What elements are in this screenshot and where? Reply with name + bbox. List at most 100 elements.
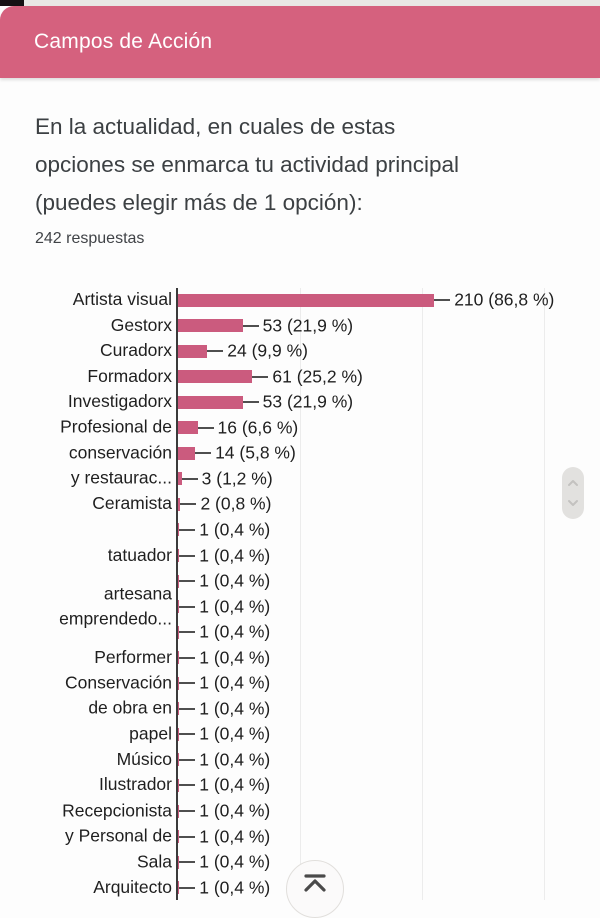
chart-value-label: 210 (86,8 %) [454, 289, 555, 310]
chart-leader-line [181, 477, 198, 480]
chart-row-label: Conservación de obra en papel [65, 672, 172, 744]
chart-bar[interactable] [178, 600, 180, 614]
chart-leader-line [434, 299, 451, 301]
question-text: En la actualidad, en cuales de estas opc… [35, 108, 575, 222]
bar-chart: Artista visual 210 (86,8 %) Gestorx 53 (21,… [0, 288, 600, 900]
scroll-to-top-icon [304, 874, 326, 892]
chart-bar[interactable] [178, 881, 180, 895]
chart-gridline [544, 288, 545, 900]
chart-row-label: Músico [116, 749, 172, 770]
chart-value-label: 24 (9,9 %) [227, 340, 308, 361]
chart-gridline [422, 288, 423, 900]
chart-leader-line [179, 707, 196, 710]
chart-row-label: Profesional de conservación y restaurac.… [60, 416, 172, 489]
chart-leader-line [179, 733, 196, 736]
section-header: Campos de Acción [0, 6, 600, 78]
chart-value-label: 1 (0,4 %) [199, 826, 271, 847]
chart-leader-line [179, 784, 196, 787]
chart-leader-line [179, 656, 196, 659]
chart-leader-line [195, 452, 212, 455]
chart-row-label: Artista visual [72, 289, 172, 310]
chart-value-label: 1 (0,4 %) [199, 672, 271, 693]
chart-leader-line [179, 528, 196, 531]
chart-axis [176, 288, 178, 900]
chart-bar[interactable] [178, 497, 181, 511]
chart-value-label: 1 (0,4 %) [199, 698, 271, 719]
chart-value-label: 2 (0,8 %) [200, 493, 272, 514]
chart-bar[interactable] [178, 702, 180, 716]
chart-row-label: Recepcionista y Personal de Sala [62, 800, 172, 872]
chart-bar[interactable] [178, 804, 180, 818]
chart-leader-line [242, 324, 259, 327]
chart-leader-line [179, 554, 196, 557]
chart-leader-line [207, 350, 224, 353]
chart-bar[interactable] [178, 421, 198, 435]
dark-corner-artifact [0, 0, 24, 6]
chart-bar[interactable] [178, 830, 180, 844]
chart-value-label: 1 (0,4 %) [199, 596, 271, 617]
chart-bar[interactable] [178, 319, 243, 333]
chart-bar[interactable] [178, 676, 180, 690]
chart-bar[interactable] [178, 395, 243, 409]
chart-leader-line [179, 886, 196, 889]
chart-leader-line [252, 375, 269, 378]
chevron-down-icon[interactable] [567, 499, 579, 507]
chart-row-label: Arquitecto [93, 876, 172, 897]
chart-bar[interactable] [178, 370, 253, 384]
chart-row-label: Performer [94, 646, 172, 667]
chart-leader-line [180, 503, 197, 506]
chart-value-label: 53 (21,9 %) [262, 391, 354, 412]
page-top-strip [0, 0, 600, 6]
chart-bar[interactable] [178, 523, 180, 537]
chart-leader-line [179, 580, 196, 583]
chart-value-label: 1 (0,4 %) [199, 621, 271, 642]
question-line: opciones se enmarca tu actividad princip… [35, 152, 459, 177]
chart-leader-line [179, 631, 196, 634]
section-title: Campos de Acción [34, 30, 213, 53]
chart-leader-line [179, 810, 196, 812]
chart-bar[interactable] [178, 344, 208, 358]
chart-row-label: Gestorx [110, 314, 172, 335]
chart-row-label: Ceramista [92, 493, 172, 514]
chart-bar[interactable] [178, 778, 180, 792]
chart-leader-line [242, 401, 259, 404]
chart-bar[interactable] [178, 472, 182, 486]
chart-bar[interactable] [178, 574, 180, 588]
chart-leader-line [179, 682, 196, 685]
chart-leader-line [179, 758, 196, 761]
chart-leader-line [179, 861, 196, 864]
chart-row-label: artesana emprendedo... [59, 583, 172, 629]
chart-value-label: 1 (0,4 %) [199, 545, 271, 565]
chart-bar[interactable] [178, 446, 196, 460]
question-line: En la actualidad, en cuales de estas [35, 114, 396, 139]
question-line: (puedes elegir más de 1 opción): [35, 190, 363, 215]
chart-leader-line [179, 605, 196, 608]
chart-value-label: 61 (25,2 %) [272, 366, 363, 387]
chart-value-label: 1 (0,4 %) [199, 800, 271, 821]
chart-value-label: 1 (0,4 %) [199, 877, 271, 898]
chart-value-label: 1 (0,4 %) [199, 723, 271, 744]
scroll-pill[interactable] [562, 467, 584, 519]
chart-bar[interactable] [178, 855, 180, 869]
chart-value-label: 1 (0,4 %) [199, 519, 271, 540]
chart-value-label: 1 (0,4 %) [199, 749, 271, 770]
scroll-to-top-button[interactable] [286, 860, 344, 918]
chart-bar[interactable] [178, 651, 180, 665]
chart-value-label: 3 (1,2 %) [201, 468, 273, 489]
chart-leader-line [179, 835, 196, 838]
chart-value-label: 1 (0,4 %) [199, 774, 271, 795]
chart-leader-line [197, 426, 214, 429]
chart-bar[interactable] [178, 625, 180, 639]
chart-value-label: 16 (6,6 %) [217, 417, 299, 438]
chart-bar[interactable] [178, 293, 435, 307]
responses-count: 242 respuestas [35, 230, 145, 247]
chart-row-label: Formadorx [87, 365, 172, 386]
chart-bar[interactable] [178, 753, 180, 767]
chevron-up-icon[interactable] [567, 479, 579, 487]
chart-bar[interactable] [178, 727, 180, 741]
chart-value-label: 14 (5,8 %) [215, 442, 296, 463]
chart-row-label: Investigadorx [67, 391, 172, 412]
chart-gridline [300, 288, 301, 900]
chart-bar[interactable] [178, 549, 180, 562]
